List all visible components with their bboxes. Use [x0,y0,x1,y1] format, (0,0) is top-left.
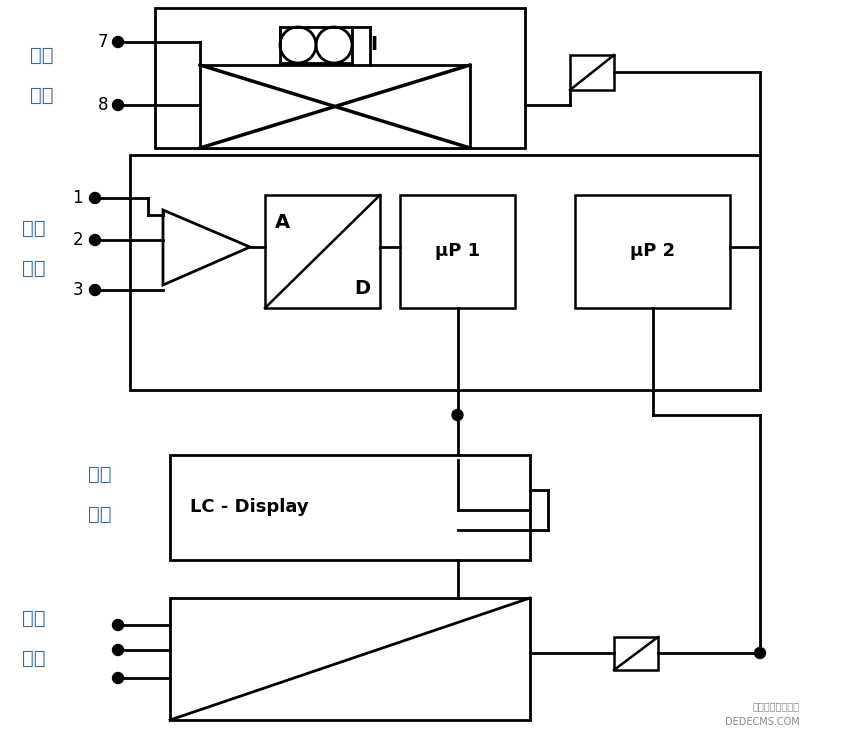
Circle shape [112,619,123,630]
Text: I: I [370,35,377,55]
FancyBboxPatch shape [170,598,530,720]
FancyBboxPatch shape [400,195,515,308]
Text: 2: 2 [73,231,83,249]
Circle shape [452,410,463,421]
Text: DEDECMS.COM: DEDECMS.COM [725,717,800,727]
Circle shape [89,193,100,204]
Circle shape [89,235,100,246]
FancyBboxPatch shape [170,455,530,560]
Text: D: D [354,279,370,298]
FancyBboxPatch shape [200,65,470,148]
Text: μP 1: μP 1 [435,243,480,261]
FancyBboxPatch shape [130,155,760,390]
Text: 就地: 就地 [88,464,111,483]
Text: 3: 3 [73,281,83,299]
Text: 8: 8 [98,96,108,114]
Text: 供电: 供电 [30,86,53,105]
FancyBboxPatch shape [575,195,730,308]
Circle shape [89,285,100,295]
Text: 信号: 信号 [22,218,46,238]
FancyBboxPatch shape [265,195,380,308]
Text: 7: 7 [98,33,108,51]
Text: μP 2: μP 2 [630,243,675,261]
Circle shape [112,100,123,111]
Text: 1: 1 [73,189,83,207]
Circle shape [755,647,766,658]
Text: LC - Display: LC - Display [190,498,309,517]
FancyBboxPatch shape [155,8,525,148]
Text: 显示: 显示 [88,505,111,523]
FancyBboxPatch shape [614,637,658,670]
Circle shape [112,36,123,47]
Text: 织梦内容管理系统: 织梦内容管理系统 [753,701,800,711]
Text: A: A [275,213,290,232]
FancyBboxPatch shape [570,55,614,90]
Circle shape [112,644,123,655]
Text: 放大: 放大 [22,258,46,277]
Text: 线圈: 线圈 [30,46,53,64]
Text: 电流: 电流 [22,609,46,627]
Text: 输出: 输出 [22,649,46,667]
Circle shape [112,672,123,683]
